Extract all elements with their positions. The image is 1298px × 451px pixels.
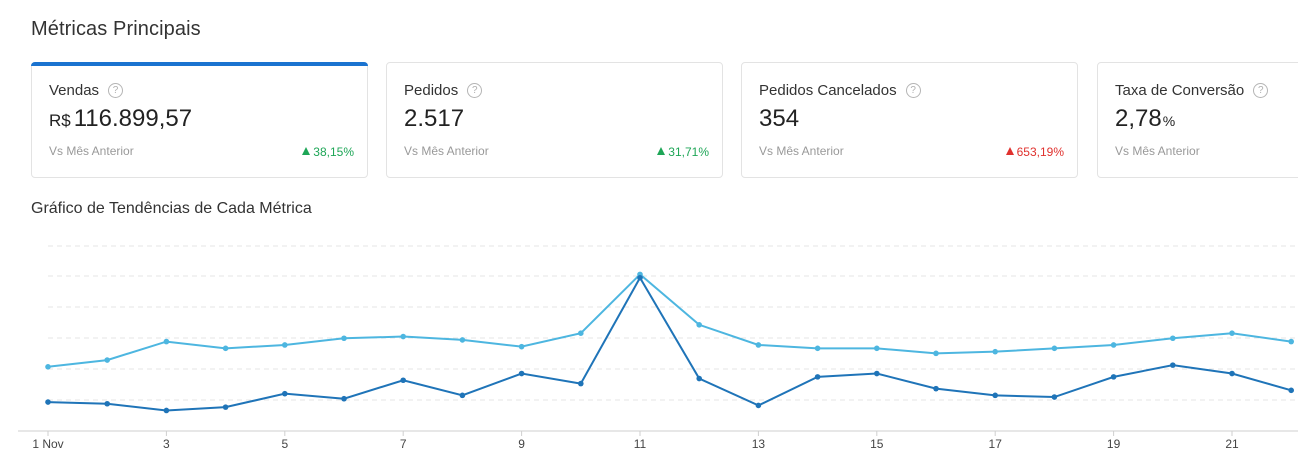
data-point[interactable] <box>933 350 939 357</box>
triangle-up-icon <box>657 147 666 155</box>
data-point[interactable] <box>992 348 998 355</box>
tick-label: 7 <box>400 437 407 451</box>
help-icon[interactable]: ? <box>108 83 124 98</box>
data-point[interactable] <box>1229 370 1235 377</box>
comparison-label: Vs Mês Anterior <box>1115 144 1200 158</box>
tick-label: 21 <box>1225 437 1239 451</box>
data-point[interactable] <box>1170 362 1176 368</box>
data-point[interactable] <box>341 335 347 342</box>
data-point[interactable] <box>578 380 584 387</box>
data-point[interactable] <box>518 343 525 350</box>
delta-badge: 31,71% <box>657 145 709 159</box>
delta-badge: 653,19% <box>1005 145 1064 159</box>
chart-grid <box>18 245 1298 432</box>
data-point[interactable] <box>459 337 466 343</box>
data-point[interactable] <box>163 338 170 345</box>
data-point[interactable] <box>400 377 407 384</box>
x-axis: 1 Nov 3 5 7 9 11 13 15 17 19 21 <box>32 431 1239 451</box>
triangle-up-icon <box>1005 147 1014 155</box>
metric-label: Vendas <box>49 82 100 99</box>
metric-card-vendas[interactable]: Vendas ? R$ 116.899,57 Vs Mês Anterior 38… <box>31 62 368 178</box>
data-point[interactable] <box>1110 342 1117 348</box>
percent-suffix: % <box>1162 113 1176 129</box>
tick-label: 17 <box>989 437 1003 451</box>
tick-label: 9 <box>518 437 525 451</box>
data-point[interactable] <box>992 392 998 399</box>
data-point[interactable] <box>1288 338 1294 345</box>
data-point[interactable] <box>874 345 880 352</box>
triangle-up-icon <box>302 147 311 155</box>
tick-label: 15 <box>870 437 884 451</box>
delta-badge: 38,15% <box>302 145 354 159</box>
metric-card-pedidos[interactable]: Pedidos ? 2.517 Vs Mês Anterior 31,71% <box>386 62 723 178</box>
series-line-1 <box>47 273 1292 368</box>
data-point[interactable] <box>1288 387 1294 394</box>
metric-card-pedidos-cancelados[interactable]: Pedidos Cancelados ? 354 Vs Mês Anterior… <box>741 62 1078 178</box>
data-point[interactable] <box>163 407 170 414</box>
data-point[interactable] <box>814 374 821 380</box>
data-point[interactable] <box>282 390 288 397</box>
data-point[interactable] <box>104 400 110 407</box>
data-point[interactable] <box>1229 330 1235 336</box>
comparison-label: Vs Mês Anterior <box>49 144 134 158</box>
tick-label: 19 <box>1107 437 1121 451</box>
data-point[interactable] <box>755 342 762 348</box>
tick-label: 5 <box>281 437 288 451</box>
page-title: Métricas Principais <box>31 18 201 40</box>
tick-label: 11 <box>634 437 647 451</box>
data-point[interactable] <box>400 333 407 340</box>
data-point[interactable] <box>696 322 702 328</box>
data-point[interactable] <box>755 402 762 409</box>
data-point[interactable] <box>341 395 347 402</box>
metric-value: 2,78% <box>1115 105 1176 132</box>
data-point[interactable] <box>222 345 229 352</box>
data-point[interactable] <box>45 399 51 405</box>
data-point[interactable] <box>104 357 110 363</box>
data-point[interactable] <box>696 375 702 382</box>
currency-symbol: R$ <box>49 111 71 130</box>
series-line-2 <box>47 275 1292 412</box>
data-point[interactable] <box>45 364 51 370</box>
data-point[interactable] <box>222 404 229 410</box>
chart-series <box>45 271 1294 414</box>
help-icon[interactable]: ? <box>467 83 483 98</box>
data-point[interactable] <box>518 370 525 377</box>
data-point[interactable] <box>1051 345 1058 352</box>
data-point[interactable] <box>874 370 880 377</box>
trend-chart[interactable]: 1 Nov 3 5 7 9 11 13 15 17 19 21 <box>0 230 1298 451</box>
help-icon[interactable]: ? <box>905 83 921 98</box>
help-icon[interactable]: ? <box>1253 83 1269 98</box>
metric-card-taxa-conversao[interactable]: Taxa de Conversão ? 2,78% Vs Mês Anterio… <box>1097 62 1298 178</box>
chart-title: Gráfico de Tendências de Cada Métrica <box>31 200 312 217</box>
data-point[interactable] <box>933 385 939 392</box>
tick-label: 13 <box>752 437 766 451</box>
metric-label: Taxa de Conversão <box>1115 82 1245 99</box>
data-point[interactable] <box>282 342 288 348</box>
data-point[interactable] <box>578 330 584 336</box>
tick-label: 3 <box>163 437 170 451</box>
comparison-label: Vs Mês Anterior <box>404 144 489 158</box>
metric-value: 354 <box>759 105 800 132</box>
metric-label: Pedidos Cancelados <box>759 82 897 99</box>
metric-value: 2.517 <box>404 105 465 132</box>
comparison-label: Vs Mês Anterior <box>759 144 844 158</box>
data-point[interactable] <box>1110 374 1117 380</box>
data-point[interactable] <box>637 274 643 281</box>
data-point[interactable] <box>459 392 466 399</box>
metric-value: R$ 116.899,57 <box>49 105 193 132</box>
tick-label: 1 Nov <box>32 437 63 451</box>
data-point[interactable] <box>1170 335 1176 342</box>
data-point[interactable] <box>1051 394 1058 400</box>
data-point[interactable] <box>814 345 821 352</box>
metric-label: Pedidos <box>404 82 459 99</box>
metric-cards: Vendas ? R$ 116.899,57 Vs Mês Anterior 38… <box>31 62 1298 178</box>
